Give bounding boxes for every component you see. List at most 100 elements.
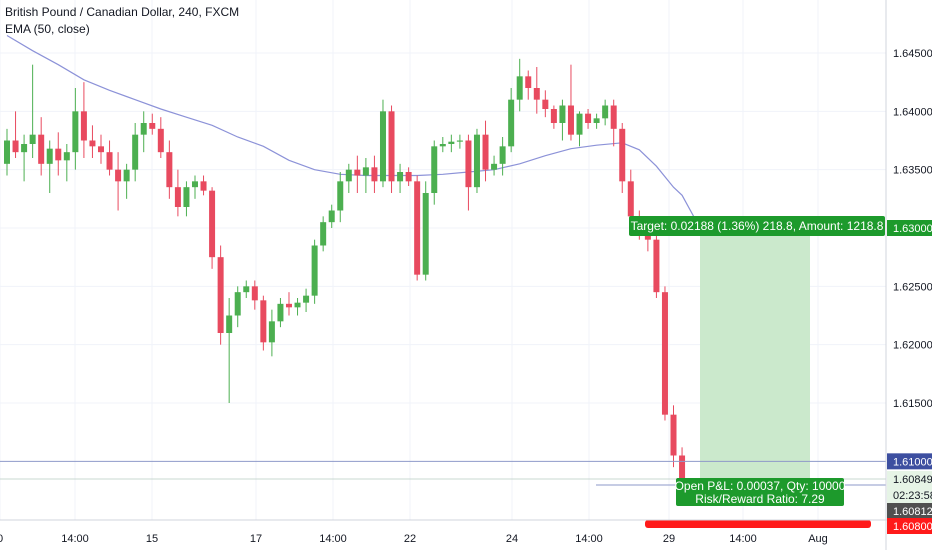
y-tick-label: 1.64000 bbox=[893, 106, 932, 118]
candle-body bbox=[670, 414, 677, 456]
candle-body bbox=[260, 300, 267, 343]
candle-body bbox=[439, 144, 446, 147]
pnl-label-text: Open P&L: 0.00037, Qty: 10000 bbox=[675, 479, 846, 493]
price-box-target-bg bbox=[887, 220, 932, 236]
candle-body bbox=[4, 140, 10, 164]
candle-body bbox=[89, 140, 96, 147]
price-box-stop: 1.60800 bbox=[893, 521, 932, 533]
x-tick-label: 22 bbox=[404, 533, 416, 545]
candle-body bbox=[106, 152, 113, 170]
candle-body bbox=[21, 144, 28, 153]
y-tick-label: 1.62000 bbox=[893, 340, 932, 352]
x-tick-label: 14:00 bbox=[319, 533, 347, 545]
candle-body bbox=[115, 169, 122, 182]
candle-body bbox=[679, 455, 686, 484]
y-tick-label: 1.61500 bbox=[893, 398, 932, 410]
candle-body bbox=[482, 134, 489, 170]
chart-title: British Pound / Canadian Dollar, 240, FX… bbox=[5, 5, 240, 19]
candle-body bbox=[388, 111, 395, 182]
price-box-entry: 1.60849 bbox=[893, 474, 932, 486]
candles bbox=[4, 58, 686, 487]
candle-body bbox=[499, 146, 506, 164]
candle-body bbox=[320, 222, 327, 246]
candle-body bbox=[653, 239, 660, 293]
candle-body bbox=[328, 210, 335, 223]
x-tick-label: 0 bbox=[0, 533, 3, 545]
ema-path bbox=[6, 34, 701, 229]
price-box-current-bg bbox=[887, 503, 932, 519]
candle-body bbox=[55, 148, 62, 161]
candle-body bbox=[277, 303, 284, 322]
candle-body bbox=[473, 134, 480, 188]
target-label-bg bbox=[629, 216, 885, 236]
y-tick-label: 1.62500 bbox=[893, 281, 932, 293]
candle-body bbox=[619, 128, 626, 182]
x-tick-label: 17 bbox=[250, 533, 262, 545]
candle-body bbox=[371, 167, 378, 182]
candle-body bbox=[405, 172, 412, 182]
x-tick-label: 15 bbox=[146, 533, 158, 545]
price-box-countdown: 02:23:58 bbox=[893, 490, 932, 502]
x-tick-label: 14:00 bbox=[575, 533, 603, 545]
candle-body bbox=[585, 113, 592, 123]
candle-body bbox=[80, 111, 87, 141]
candle-body bbox=[174, 187, 181, 207]
candle-body bbox=[29, 134, 36, 144]
candle-body bbox=[661, 292, 668, 415]
candle-body bbox=[602, 105, 609, 119]
candle-body bbox=[38, 134, 45, 164]
candle-body bbox=[508, 99, 515, 147]
price-box-countdown-bg bbox=[887, 487, 932, 503]
candle-body bbox=[46, 148, 53, 164]
indicator-label: EMA (50, close) bbox=[5, 22, 90, 36]
candle-body bbox=[294, 302, 301, 308]
candle-body bbox=[491, 163, 498, 170]
price-box-stop-bg bbox=[887, 518, 932, 534]
price-box-entry-bg bbox=[887, 471, 932, 487]
candle-body bbox=[140, 123, 147, 135]
candle-body bbox=[311, 245, 318, 296]
candle-body bbox=[149, 123, 156, 129]
x-tick-label: 29 bbox=[663, 533, 675, 545]
candle-body bbox=[354, 169, 361, 176]
price-box-current: 1.60812 bbox=[893, 506, 932, 518]
candle-body bbox=[191, 181, 198, 188]
candle-body bbox=[217, 257, 224, 333]
candle-body bbox=[448, 141, 455, 144]
stop-bar bbox=[645, 520, 871, 528]
position-zones bbox=[700, 228, 810, 487]
candle-body bbox=[542, 99, 549, 109]
candle-body bbox=[431, 146, 438, 193]
candle-body bbox=[268, 321, 275, 343]
pnl-label-bg bbox=[676, 478, 844, 506]
price-box-target: 1.63000 bbox=[893, 223, 932, 235]
candle-body bbox=[533, 88, 540, 100]
candle-body bbox=[345, 169, 352, 182]
candle-body bbox=[251, 286, 258, 301]
candle-body bbox=[567, 105, 574, 135]
candle-body bbox=[516, 76, 523, 100]
candle-body bbox=[414, 181, 421, 275]
candle-body bbox=[559, 105, 566, 123]
candle-body bbox=[525, 76, 532, 88]
candle-body bbox=[362, 167, 369, 176]
candle-body bbox=[183, 187, 190, 207]
candle-body bbox=[200, 181, 207, 191]
candle-body bbox=[209, 190, 216, 258]
candle-body bbox=[303, 295, 310, 303]
candle-body bbox=[123, 169, 130, 182]
ema-line bbox=[6, 34, 701, 229]
candle-body bbox=[243, 286, 250, 293]
x-tick-label: 14:00 bbox=[729, 533, 757, 545]
candle-body bbox=[226, 315, 233, 333]
candle-body bbox=[72, 111, 79, 153]
price-box-level-bg bbox=[887, 453, 932, 470]
x-tick-label: Aug bbox=[808, 533, 828, 545]
candle-body bbox=[337, 181, 344, 211]
candle-body bbox=[397, 172, 404, 182]
candle-body bbox=[456, 140, 463, 142]
y-tick-label: 1.64500 bbox=[893, 48, 932, 60]
y-tick-label: 1.63500 bbox=[893, 165, 932, 177]
grid bbox=[0, 0, 886, 520]
